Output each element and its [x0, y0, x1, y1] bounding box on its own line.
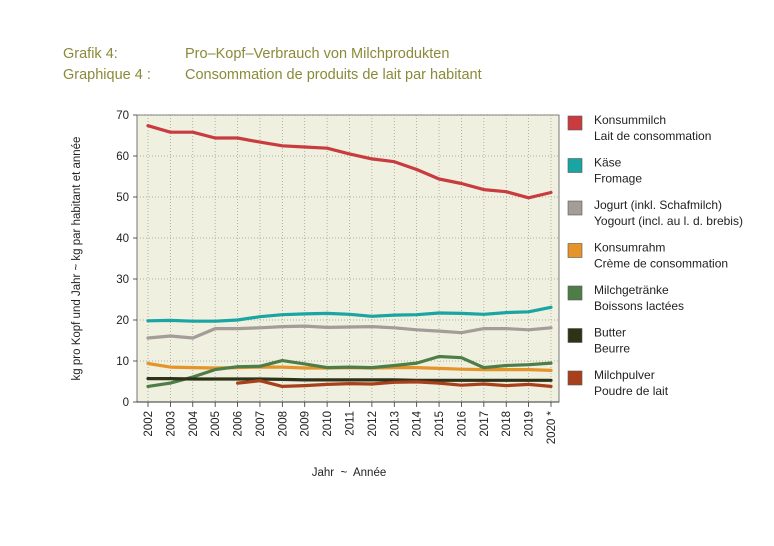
x-axis-label: Jahr ~ Année: [312, 467, 387, 479]
y-axis-ticks: 0 10 20 30 40 50 60 70: [116, 110, 137, 409]
x-tick-label: 2012: [367, 411, 379, 437]
x-tick-label: 2017: [479, 411, 491, 437]
x-tick-label: 2008: [277, 411, 289, 437]
grid-lines: [137, 114, 559, 402]
y-tick-label: 60: [116, 151, 129, 163]
legend-label-0: Konsummilch: [594, 113, 666, 127]
x-tick-label: 2006: [233, 411, 245, 437]
x-tick-label: 2013: [389, 411, 401, 437]
chart-title: Grafik 4: Pro–Kopf–Verbrauch von Milchpr…: [63, 44, 482, 86]
legend-label-5: Butter: [594, 326, 626, 340]
x-axis-ticks: 2002 2003 2004 2005 2006 2007 2008 2009 2010 2011…: [143, 402, 558, 444]
legend-label-1: Käse: [594, 156, 622, 170]
x-tick-label: 2002: [143, 411, 155, 437]
y-tick-label: 20: [116, 315, 129, 327]
x-tick-label: 2004: [188, 410, 200, 436]
legend-label2-2: Yogourt (incl. au l. d. brebis): [594, 214, 743, 228]
legend-label2-6: Poudre de lait: [594, 384, 669, 398]
title-label-de: Grafik 4:: [63, 46, 118, 62]
plot-area: [136, 114, 560, 403]
legend-label-4: Milchgetränke: [594, 283, 669, 297]
legend-label-6: Milchpulver: [594, 368, 655, 382]
series-line-4: [146, 354, 553, 388]
legend-label-3: Konsumrahm: [594, 241, 665, 255]
y-tick-label: 50: [116, 192, 129, 204]
x-tick-label: 2015: [434, 411, 446, 437]
series-line-5: [146, 377, 553, 382]
x-tick-label: 2007: [255, 411, 267, 437]
series-line-6: [236, 379, 553, 388]
y-tick-label: 40: [116, 233, 129, 245]
legend-swatch-1: [567, 158, 583, 173]
x-tick-label: 2011: [345, 411, 357, 436]
series-line-1: [146, 305, 553, 323]
x-tick-label: 2020 *: [546, 410, 558, 444]
x-tick-label: 2014: [412, 410, 424, 436]
legend-swatch-6: [567, 370, 583, 386]
series-line-2: [146, 324, 553, 340]
y-tick-label: 10: [116, 356, 129, 368]
x-tick-label: 2018: [501, 411, 513, 437]
y-tick-label: 0: [123, 397, 129, 409]
legend-swatch-2: [567, 200, 583, 216]
legend-label2-4: Boissons lactées: [594, 299, 684, 313]
y-axis-label: kg pro Kopf und Jahr ~ kg par habitant e…: [71, 137, 83, 381]
y-tick-label: 70: [116, 110, 129, 122]
title-label-fr: Graphique 4 :: [63, 67, 151, 83]
legend: Konsummilch Lait de consommation Käse Froma…: [567, 113, 743, 398]
x-tick-label: 2010: [322, 411, 334, 437]
legend-label2-1: Fromage: [594, 172, 642, 186]
legend-swatch-3: [567, 243, 583, 258]
legend-swatch-5: [567, 328, 583, 343]
x-tick-label: 2019: [524, 411, 536, 437]
x-tick-label: 2003: [165, 411, 177, 437]
legend-swatch-4: [567, 285, 583, 301]
x-tick-label: 2005: [210, 411, 222, 437]
x-tick-label: 2009: [300, 411, 312, 437]
legend-label2-5: Beurre: [594, 342, 630, 356]
legend-label2-0: Lait de consommation: [594, 129, 711, 143]
legend-label2-3: Crème de consommation: [594, 257, 728, 271]
x-tick-label: 2016: [456, 411, 468, 437]
title-text-fr: Consommation de produits de lait par hab…: [185, 67, 482, 83]
series-line-0: [146, 124, 553, 200]
legend-swatch-0: [567, 115, 583, 131]
y-tick-label: 30: [116, 274, 129, 286]
title-text-de: Pro–Kopf–Verbrauch von Milchprodukten: [185, 46, 450, 62]
legend-label-2: Jogurt (inkl. Schafmilch): [594, 198, 722, 212]
series-lines: [146, 124, 553, 388]
